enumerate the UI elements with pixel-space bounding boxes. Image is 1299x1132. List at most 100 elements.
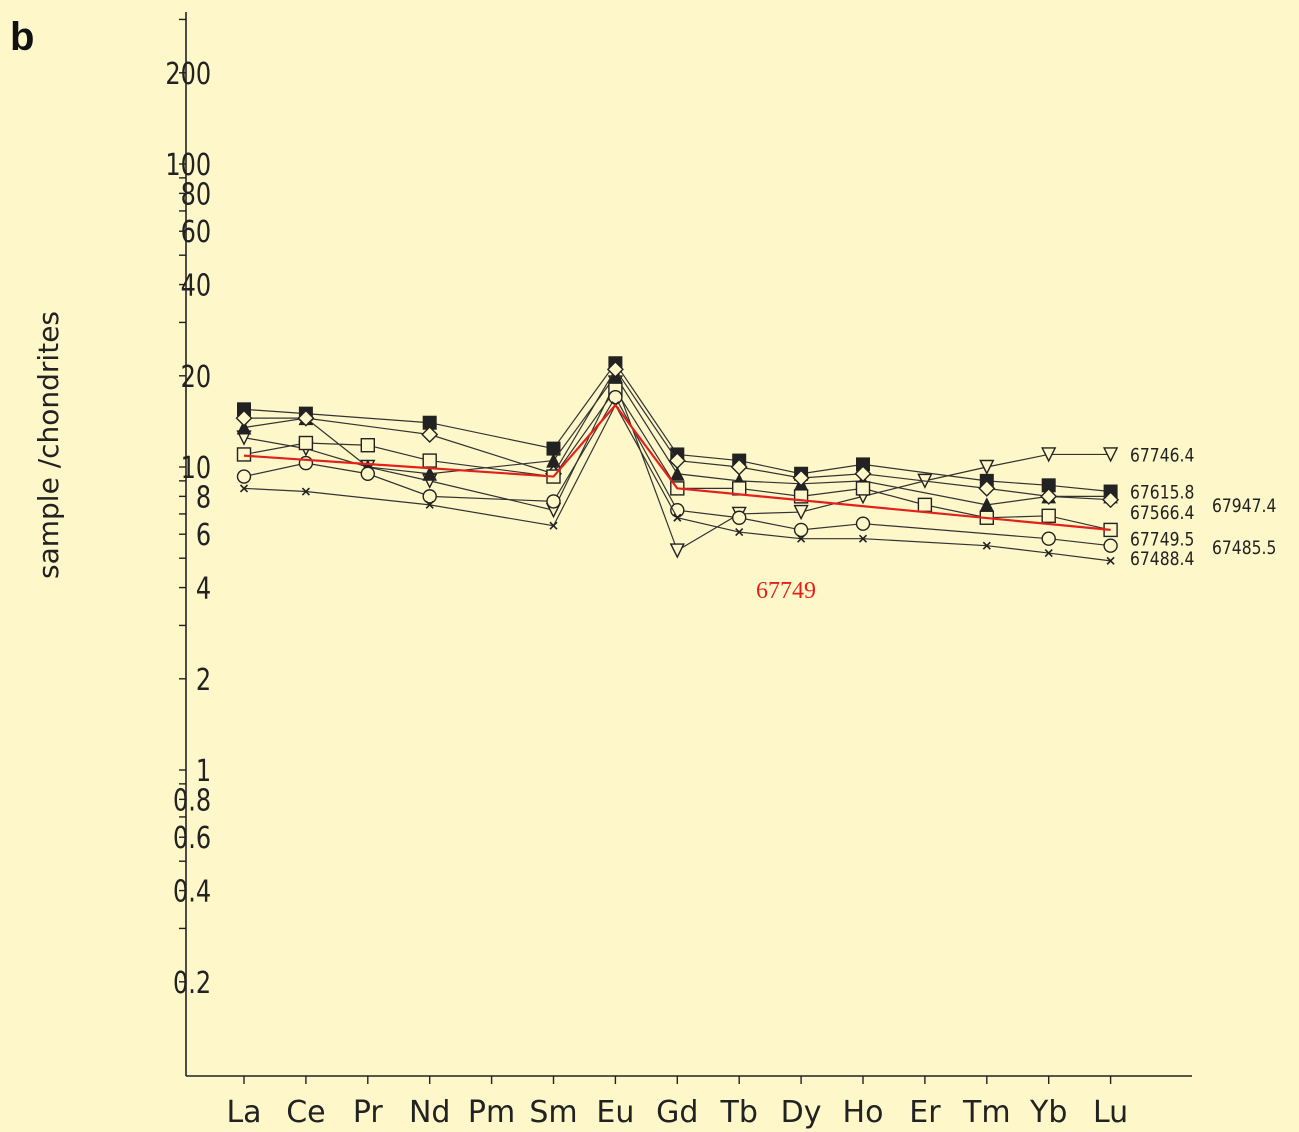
- data-point: [669, 466, 685, 481]
- series-line: [243, 362, 1111, 493]
- x-tick-label-Ho: Ho: [843, 1095, 884, 1130]
- series-line: [243, 388, 1111, 531]
- y-tick-label: 6: [196, 519, 211, 553]
- highlight-series: [243, 403, 1111, 532]
- x-tick-label-Yb: Yb: [1029, 1095, 1067, 1130]
- data-point: [797, 534, 806, 543]
- data-point: [1040, 487, 1058, 505]
- x-tick-label-Pr: Pr: [353, 1095, 384, 1130]
- data-point: [1102, 447, 1119, 463]
- y-tick-label: 1: [196, 754, 211, 788]
- data-point: [421, 426, 439, 444]
- data-point: [422, 489, 437, 504]
- data-point: [606, 360, 624, 378]
- data-point: [732, 510, 747, 525]
- series-label-67485.5: 67485.5: [1212, 537, 1276, 559]
- y-tick-label: 2: [196, 663, 211, 697]
- y-tick-label: 100: [165, 148, 211, 182]
- x-tick-label-Sm: Sm: [529, 1095, 577, 1130]
- series-label-67488.4: 67488.4: [1130, 549, 1194, 571]
- x-tick-label-Tm: Tm: [962, 1095, 1011, 1130]
- x-tick-label-Ce: Ce: [286, 1095, 325, 1130]
- series-line: [244, 368, 1111, 501]
- data-point: [979, 497, 995, 512]
- data-point: [549, 521, 558, 530]
- data-point: [422, 453, 437, 468]
- series-label-67746.4: 67746.4: [1130, 445, 1194, 467]
- x-tick-label-La: La: [226, 1095, 261, 1130]
- series-label-67566.4: 67566.4: [1130, 503, 1194, 525]
- data-point: [546, 494, 561, 509]
- data-point: [792, 469, 810, 487]
- data-point: [858, 534, 868, 543]
- x-tick-label-Tb: Tb: [720, 1095, 758, 1130]
- data-point: [1041, 508, 1056, 524]
- y-tick-label: 0.8: [173, 784, 211, 818]
- series-line: [243, 381, 1111, 552]
- data-point: [982, 541, 991, 550]
- data-point: [735, 527, 744, 537]
- data-point: [1106, 556, 1115, 565]
- data-point: [673, 513, 682, 522]
- y-tick-label: 40: [181, 269, 212, 303]
- x-tick-label-Eu: Eu: [596, 1095, 634, 1130]
- data-point: [978, 479, 996, 497]
- y-tick-label: 4: [196, 572, 211, 606]
- x-tick-label-Lu: Lu: [1093, 1095, 1128, 1130]
- data-point: [1044, 548, 1053, 558]
- x-tick-label-Dy: Dy: [781, 1095, 822, 1130]
- x-tick-label-Pm: Pm: [468, 1095, 515, 1130]
- data-point: [360, 438, 375, 453]
- data-point: [793, 504, 809, 521]
- data-point: [425, 500, 434, 509]
- y-tick-label: 200: [165, 57, 211, 91]
- data-point: [360, 466, 375, 481]
- data-point: [979, 459, 995, 476]
- data-point: [917, 497, 933, 513]
- data-point: [235, 409, 253, 427]
- x-tick-label-Er: Er: [909, 1095, 941, 1130]
- data-point: [239, 484, 249, 493]
- y-tick-label: 80: [181, 178, 212, 212]
- series-67488.4: [239, 401, 1115, 565]
- series-67485.5: [236, 389, 1118, 553]
- data-point: [793, 522, 809, 538]
- series-label-67615.8: 67615.8: [1130, 482, 1194, 504]
- data-point: [422, 466, 438, 481]
- data-point: [1041, 447, 1057, 463]
- data-point: [668, 452, 686, 470]
- y-tick-label: 0.2: [173, 966, 211, 1000]
- y-tick-label: 0.6: [173, 822, 211, 856]
- data-point: [301, 487, 310, 496]
- series-67749.5: [236, 382, 1118, 538]
- annotation-67749: 67749: [756, 578, 816, 604]
- series-labels: 67746.4 67615.8 67947.4 67566.4 67749.5 67485…: [1130, 445, 1276, 571]
- y-tick-label: 8: [196, 481, 211, 515]
- y-tick-label: 20: [181, 360, 212, 394]
- data-point: [608, 389, 623, 405]
- series-group: [235, 356, 1120, 565]
- panel-letter: b: [10, 15, 34, 59]
- y-tick-label: 0.4: [173, 875, 211, 909]
- series-label-67749.5: 67749.5: [1130, 529, 1194, 551]
- data-point: [236, 419, 252, 435]
- series-label-67947.4: 67947.4: [1212, 495, 1276, 517]
- series-line: [243, 395, 1111, 547]
- data-point: [730, 458, 748, 476]
- data-point: [236, 447, 252, 462]
- data-point: [1103, 538, 1118, 553]
- y-tick-label: 10: [181, 451, 212, 485]
- y-tick-label: 60: [181, 216, 212, 250]
- data-point: [669, 543, 685, 559]
- data-point: [855, 481, 871, 496]
- data-point: [297, 409, 315, 427]
- data-point: [1041, 531, 1056, 546]
- data-point: [236, 469, 252, 484]
- x-tick-label-Nd: Nd: [409, 1095, 450, 1130]
- x-tick-label-Gd: Gd: [656, 1095, 698, 1130]
- highlight-line: [243, 403, 1111, 532]
- y-axis-label: sample /chondrites: [32, 311, 65, 579]
- series-line: [243, 403, 1111, 562]
- data-point: [1102, 491, 1120, 509]
